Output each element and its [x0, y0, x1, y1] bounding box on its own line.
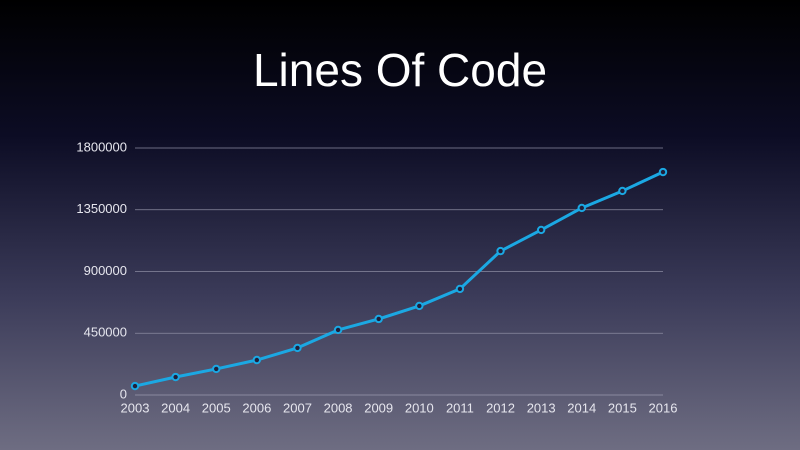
x-tick-label: 2006 [242, 400, 271, 415]
data-point [333, 325, 343, 335]
x-tick-label: 2013 [527, 400, 556, 415]
data-point [496, 246, 505, 256]
x-tick-label: 2008 [324, 400, 353, 415]
x-tick-label: 2003 [121, 400, 150, 415]
x-tick-label: 2011 [446, 400, 474, 415]
data-point [577, 203, 586, 213]
x-tick-label: 2004 [161, 400, 190, 415]
y-tick-label: 1800000 [76, 139, 127, 154]
data-point [374, 314, 383, 324]
data-point [212, 364, 221, 374]
data-point [130, 381, 140, 391]
data-point [252, 355, 262, 365]
data-point [455, 284, 465, 294]
y-tick-label: 900000 [84, 263, 127, 278]
data-point [658, 167, 668, 177]
chart-title: Lines Of Code [253, 44, 547, 96]
y-tick-label: 1350000 [76, 201, 127, 216]
y-tick-label: 0 [120, 386, 127, 401]
data-point [415, 301, 424, 311]
x-tick-label: 2005 [202, 400, 231, 415]
x-tick-label: 2012 [486, 400, 515, 415]
x-tick-label: 2016 [649, 400, 678, 415]
x-tick-label: 2007 [283, 400, 312, 415]
y-tick-label: 450000 [84, 325, 127, 340]
data-point [293, 343, 302, 353]
data-point [171, 372, 180, 382]
x-tick-label: 2014 [567, 400, 596, 415]
x-tick-label: 2009 [364, 400, 393, 415]
data-point [536, 225, 546, 235]
x-tick-label: 2015 [608, 400, 637, 415]
x-tick-label: 2010 [405, 400, 434, 415]
data-line [134, 170, 664, 388]
data-point [618, 186, 627, 196]
